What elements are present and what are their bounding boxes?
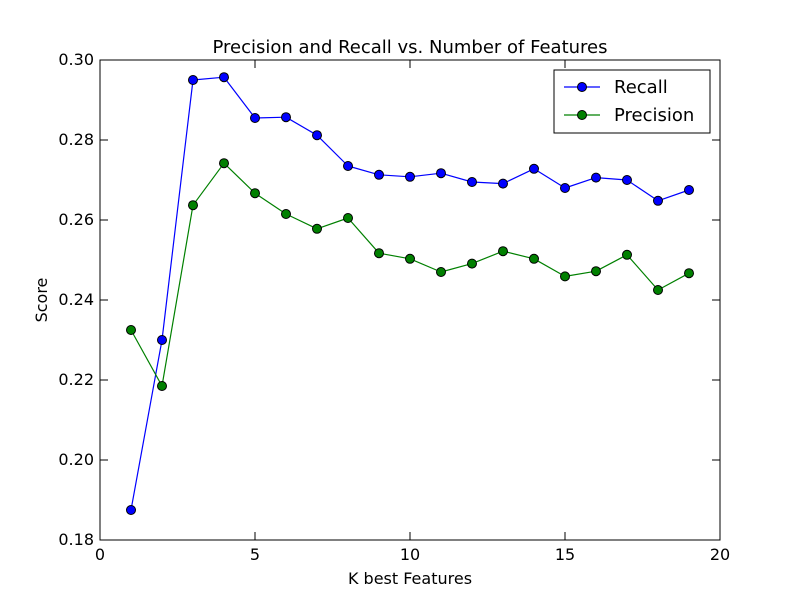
recall-point [622,175,632,185]
precision-point [374,248,384,259]
precision-point [157,381,167,391]
precision-point [653,285,663,295]
precision-point [219,158,229,169]
x-tick-label: 15 [555,545,575,564]
precision-point [281,209,291,219]
recall-point [343,161,353,171]
recall-point [126,505,136,515]
recall-point [250,113,260,123]
y-axis-label: Score [32,278,51,323]
precision-point [126,325,136,335]
x-tick-label: 20 [710,545,730,564]
plot-area: 0 5 10 15 20 0.18 0.20 0.22 0.24 0.26 0.28 0.30 [58,50,730,564]
y-tick-label: 0.24 [58,290,94,309]
precision-point [188,200,198,211]
precision-point [405,253,415,264]
precision-point [529,253,539,264]
legend-recall-marker [577,82,587,92]
y-tick-label: 0.20 [58,450,94,469]
legend-precision-marker [577,110,587,120]
y-tick-label: 0.18 [58,530,94,549]
recall-point [312,130,322,141]
y-tick-label: 0.26 [58,210,94,229]
x-tick-label: 0 [95,545,105,564]
recall-point [374,169,384,180]
recall-point [653,195,663,206]
recall-point [436,168,446,179]
recall-point [529,163,539,174]
precision-point [591,266,601,277]
x-axis-label: K best Features [348,569,472,588]
recall-point [281,112,291,123]
legend-precision-label: Precision [614,105,694,126]
recall-point [157,335,167,345]
recall-point [467,177,477,187]
precision-point [467,258,477,269]
recall-point [591,172,601,183]
recall-point [405,171,415,182]
precision-point [622,249,632,260]
recall-point [188,75,198,85]
precision-point [498,246,508,257]
legend: Recall Precision [553,69,711,134]
y-tick-label: 0.22 [58,370,94,389]
recall-point [498,178,508,189]
legend-box [553,69,711,134]
recall-point [684,185,694,195]
x-tick-label: 10 [400,545,420,564]
x-tick-label: 5 [250,545,260,564]
precision-point [312,223,322,234]
chart-title: Precision and Recall vs. Number of Featu… [212,37,607,58]
y-tick-label: 0.30 [58,50,94,69]
precision-point [250,188,260,199]
recall-point [219,72,229,83]
precision-point [436,267,446,277]
precision-point [343,213,353,223]
precision-point [560,271,570,282]
recall-point [560,183,570,193]
plot-frame [99,59,721,541]
y-tick-label: 0.28 [58,130,94,149]
precision-point [684,268,694,279]
legend-recall-label: Recall [614,77,668,98]
